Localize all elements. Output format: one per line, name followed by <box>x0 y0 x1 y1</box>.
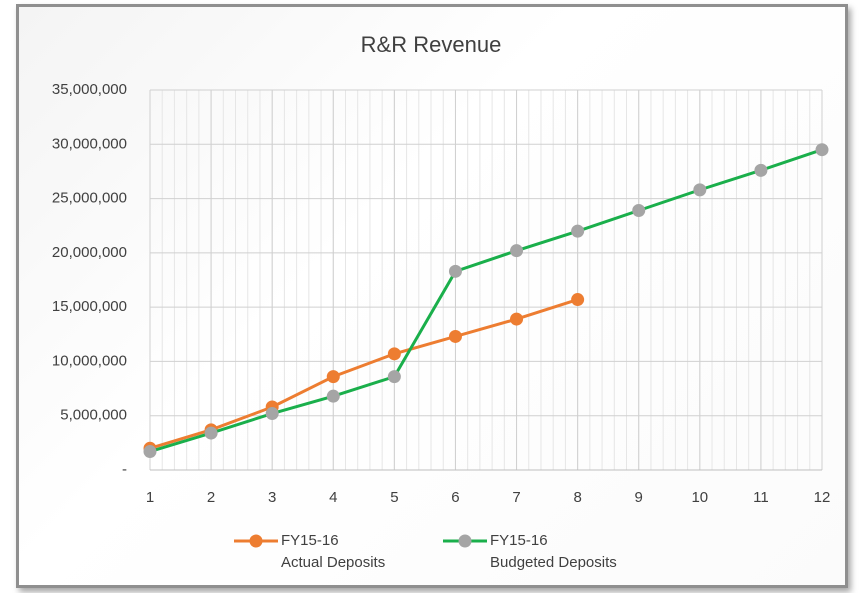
data-point <box>265 407 279 421</box>
y-tick-label: 20,000,000 <box>52 244 127 261</box>
x-tick-label: 6 <box>451 489 459 506</box>
x-tick-label: 9 <box>635 489 643 506</box>
series-line <box>149 298 579 450</box>
x-tick-label: 11 <box>753 489 769 506</box>
legend-marker <box>458 534 472 548</box>
y-tick-label: 35,000,000 <box>52 81 127 98</box>
y-tick-label: 15,000,000 <box>52 298 127 315</box>
data-point <box>143 445 157 459</box>
data-point <box>510 244 524 258</box>
x-tick-label: 1 <box>146 489 154 506</box>
chart-frame <box>16 4 848 588</box>
x-tick-label: 4 <box>329 489 337 506</box>
data-point <box>632 204 646 218</box>
x-tick-label: 5 <box>390 489 398 506</box>
data-point <box>448 329 462 343</box>
data-point <box>510 312 524 326</box>
x-tick-label: 12 <box>814 489 831 506</box>
data-point <box>387 370 401 384</box>
y-tick-label: 25,000,000 <box>52 190 127 207</box>
data-point <box>204 426 218 440</box>
x-tick-label: 3 <box>268 489 276 506</box>
chart-title: R&R Revenue <box>361 32 502 57</box>
y-tick-label: - <box>122 461 127 478</box>
data-point <box>754 163 768 177</box>
data-point <box>448 264 462 278</box>
series-line <box>149 148 823 453</box>
data-point <box>326 370 340 384</box>
x-tick-label: 10 <box>691 489 708 506</box>
data-point <box>387 347 401 361</box>
x-tick-label: 2 <box>207 489 215 506</box>
legend-marker <box>249 534 263 548</box>
data-point <box>571 224 585 238</box>
data-point <box>326 389 340 403</box>
legend-label: FY15-16 Budgeted Deposits <box>490 532 617 571</box>
y-tick-label: 5,000,000 <box>60 407 127 424</box>
x-tick-label: 7 <box>512 489 520 506</box>
x-tick-label: 8 <box>573 489 581 506</box>
y-tick-label: 30,000,000 <box>52 135 127 152</box>
data-point <box>693 183 707 197</box>
legend-label: FY15-16 Actual Deposits <box>281 532 386 571</box>
data-point <box>815 143 829 157</box>
y-tick-label: 10,000,000 <box>52 352 127 369</box>
data-point <box>571 293 585 307</box>
